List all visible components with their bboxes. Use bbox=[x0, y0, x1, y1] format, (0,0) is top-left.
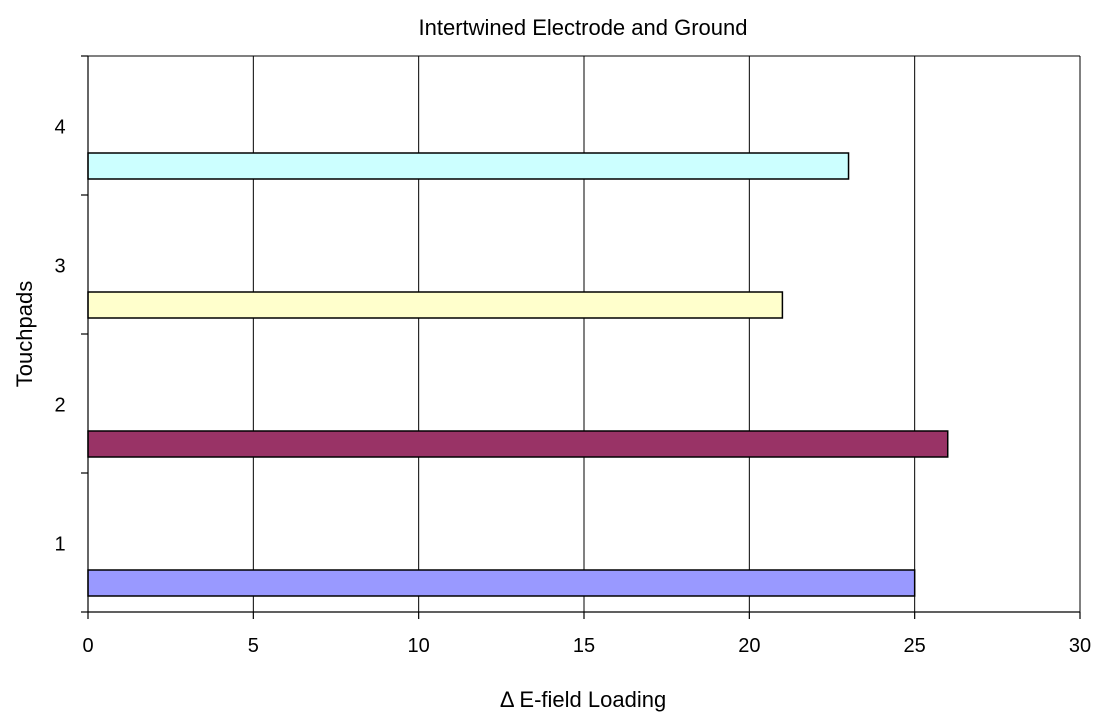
axes bbox=[81, 55, 1081, 619]
x-tick-label-30: 30 bbox=[1069, 635, 1091, 657]
y-tick-label-1: 1 bbox=[54, 534, 65, 556]
x-tick-label-10: 10 bbox=[408, 635, 430, 657]
bar-touchpad-2 bbox=[87, 430, 949, 458]
x-tick-label-15: 15 bbox=[573, 635, 595, 657]
bar-touchpad-4 bbox=[87, 152, 850, 180]
gridlines bbox=[252, 56, 1081, 612]
y-tick-label-3: 3 bbox=[54, 256, 65, 278]
chart-title: Intertwined Electrode and Ground bbox=[419, 15, 748, 40]
x-tick-label-5: 5 bbox=[248, 635, 259, 657]
bar-touchpad-3 bbox=[87, 291, 784, 319]
x-axis-label: Δ E-field Loading bbox=[500, 687, 666, 712]
x-tick-label-20: 20 bbox=[738, 635, 760, 657]
x-tick-label-25: 25 bbox=[904, 635, 926, 657]
y-tick-labels: 1 2 3 4 bbox=[54, 117, 65, 556]
x-tick-label-0: 0 bbox=[82, 635, 93, 657]
y-tick-label-2: 2 bbox=[54, 395, 65, 417]
y-axis-label: Touchpads bbox=[12, 281, 37, 387]
bars bbox=[87, 152, 949, 597]
x-tick-labels: 0 5 10 15 20 25 30 bbox=[82, 635, 1091, 657]
y-tick-label-4: 4 bbox=[54, 117, 65, 139]
bar-touchpad-1 bbox=[87, 569, 916, 597]
